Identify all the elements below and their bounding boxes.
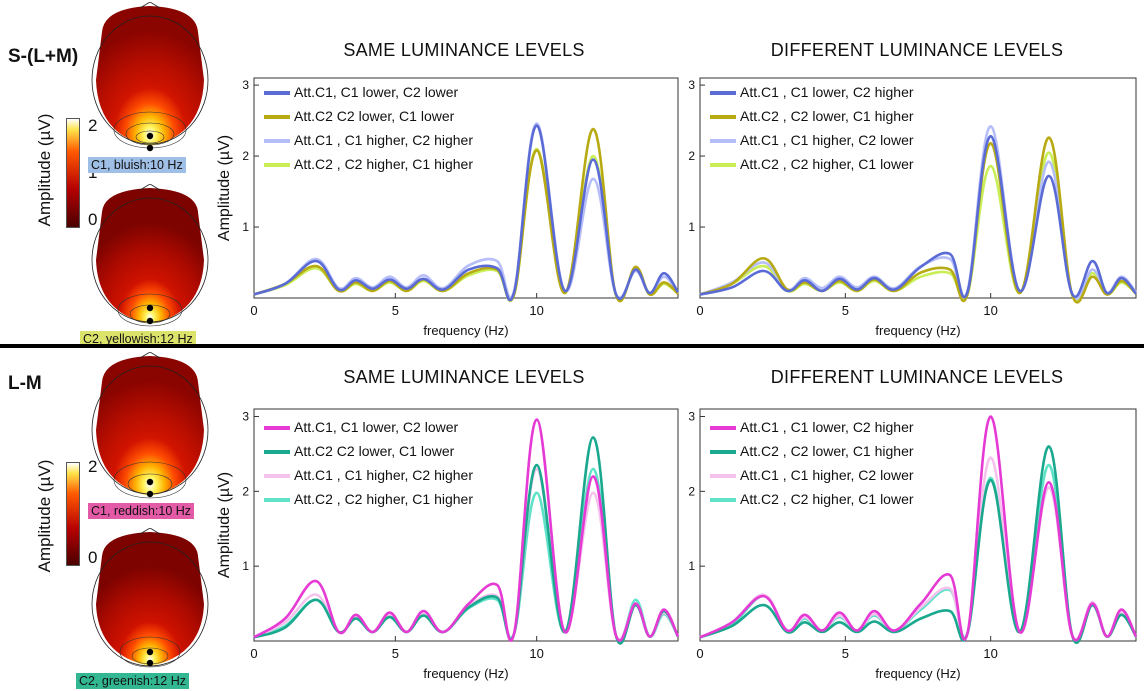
legend-entry: Att.C2 , C2 lower, C1 higher (740, 443, 914, 459)
series-line-1 (699, 134, 1138, 299)
plot-area (253, 77, 679, 299)
legend-entry: Att.C2 , C2 higher, C1 higher (294, 156, 473, 172)
x-tick-label: 10 (529, 303, 543, 318)
x-axis-label: frequency (Hz) (423, 323, 508, 338)
y-tick-label: 1 (688, 220, 695, 234)
legend-entry: Att.C2 , C2 lower, C1 higher (740, 108, 914, 124)
x-tick-label: 0 (250, 646, 257, 661)
legend-entry: Att.C2 , C2 higher, C1 lower (740, 156, 914, 172)
chart-title-different-luminance-top: DIFFERENT LUMINANCE LEVELS (770, 40, 1064, 60)
series-line-1 (699, 415, 1138, 642)
series-line-2 (699, 136, 1137, 304)
y-tick-label: 2 (688, 484, 695, 498)
x-tick-label: 10 (983, 646, 997, 661)
y-tick-label: 3 (242, 409, 249, 423)
chart-different-luminance-s-lm: 1 2 3 0 5 10 frequency (Hz) Att.C1 , C1 lower, … (688, 77, 1138, 338)
legend-entry: Att.C2 C2 lower, C1 lower (294, 108, 455, 124)
x-tick-label: 5 (842, 646, 849, 661)
x-tick-label: 5 (842, 303, 849, 318)
legend-entry: Att.C1 , C1 higher, C2 higher (294, 132, 473, 148)
chart-title-same-luminance-top: SAME LUMINANCE LEVELS (343, 40, 585, 60)
legend-entry: Att.C1 , C1 higher, C2 lower (740, 132, 914, 148)
legend-entry: Att.C1, C1 lower, C2 lower (294, 84, 459, 100)
y-axis-label: Amplitude (µV) (216, 135, 233, 241)
scalp-map-c2-yellowish (88, 183, 212, 330)
x-tick-label: 0 (250, 303, 257, 318)
head-caption-c1-bluish: C1, bluish:10 Hz (88, 157, 186, 173)
colorbar-tick-2: 2 (88, 457, 98, 476)
colorbar-tick-0: 0 (88, 210, 98, 229)
series-line-1 (253, 124, 680, 302)
colorbar-label: Amplitude (µV) (35, 459, 54, 573)
scalp-map-c1-reddish (88, 351, 212, 502)
x-tick-label: 5 (392, 646, 399, 661)
y-tick-label: 1 (688, 559, 695, 573)
y-tick-label: 1 (242, 559, 249, 573)
row-label-l-m: L-M (8, 373, 42, 394)
y-tick-label: 2 (242, 149, 249, 163)
x-tick-label: 10 (529, 646, 543, 661)
x-tick-label: 0 (696, 646, 703, 661)
x-axis-label: frequency (Hz) (423, 666, 508, 681)
colorbar-tick-2: 2 (88, 116, 98, 135)
series-line-3 (699, 125, 1138, 300)
head-caption-c2-yellowish: C2, yellowish:12 Hz (80, 331, 196, 347)
y-tick-label: 3 (688, 409, 695, 423)
chart-title-different-luminance-bottom: DIFFERENT LUMINANCE LEVELS (770, 367, 1064, 387)
y-tick-label: 2 (688, 149, 695, 163)
legend-entry: Att.C2 , C2 higher, C1 lower (740, 491, 914, 507)
legend-entry: Att.C1, C1 lower, C2 lower (294, 419, 459, 435)
colorbar-tick-0: 0 (88, 548, 98, 567)
legend-entry: Att.C2 C2 lower, C1 lower (294, 443, 455, 459)
chart-same-luminance-s-lm: 1 2 3 0 5 10 frequency (Hz) Amplitude (µV) Att.C… (216, 77, 680, 338)
chart-different-luminance-l-m: 1 2 3 0 5 10 frequency (Hz) Att.C1 , C1 lower, … (688, 408, 1138, 681)
chart-title-same-luminance-bottom: SAME LUMINANCE LEVELS (343, 367, 585, 387)
colorbar (66, 462, 80, 566)
series-line-2 (699, 445, 1138, 645)
legend-entry: Att.C2 , C2 higher, C1 higher (294, 491, 473, 507)
series-line-1 (253, 418, 680, 642)
x-tick-label: 0 (696, 303, 703, 318)
y-tick-label: 3 (242, 78, 249, 92)
head-caption-c1-reddish: C1, reddish:10 Hz (88, 503, 195, 519)
y-tick-label: 3 (688, 78, 695, 92)
x-tick-label: 5 (392, 303, 399, 318)
row-divider (0, 344, 1144, 348)
x-axis-label: frequency (Hz) (875, 323, 960, 338)
y-tick-label: 2 (242, 484, 249, 498)
y-axis-label: Amplitude (µV) (216, 472, 233, 578)
plot-area (699, 77, 1137, 299)
colorbar (66, 118, 80, 228)
chart-same-luminance-l-m: 1 2 3 0 5 10 frequency (Hz) Amplitude (µV) Att.C… (216, 408, 680, 681)
y-tick-label: 1 (242, 220, 249, 234)
legend-entry: Att.C1 , C1 higher, C2 higher (294, 467, 473, 483)
colorbar-label: Amplitude (µV) (35, 113, 54, 227)
scalp-map-c2-greenish (88, 527, 212, 672)
scalp-map-c1-bluish (88, 1, 212, 152)
x-axis-label: frequency (Hz) (875, 666, 960, 681)
legend-entry: Att.C1 , C1 lower, C2 higher (740, 419, 914, 435)
head-caption-c2-greenish: C2, greenish:12 Hz (76, 673, 190, 689)
row-label-s-lm: S-(L+M) (8, 46, 79, 67)
x-tick-label: 10 (983, 303, 997, 318)
legend-entry: Att.C1 , C1 higher, C2 lower (740, 467, 914, 483)
legend-entry: Att.C1 , C1 lower, C2 higher (740, 84, 914, 100)
